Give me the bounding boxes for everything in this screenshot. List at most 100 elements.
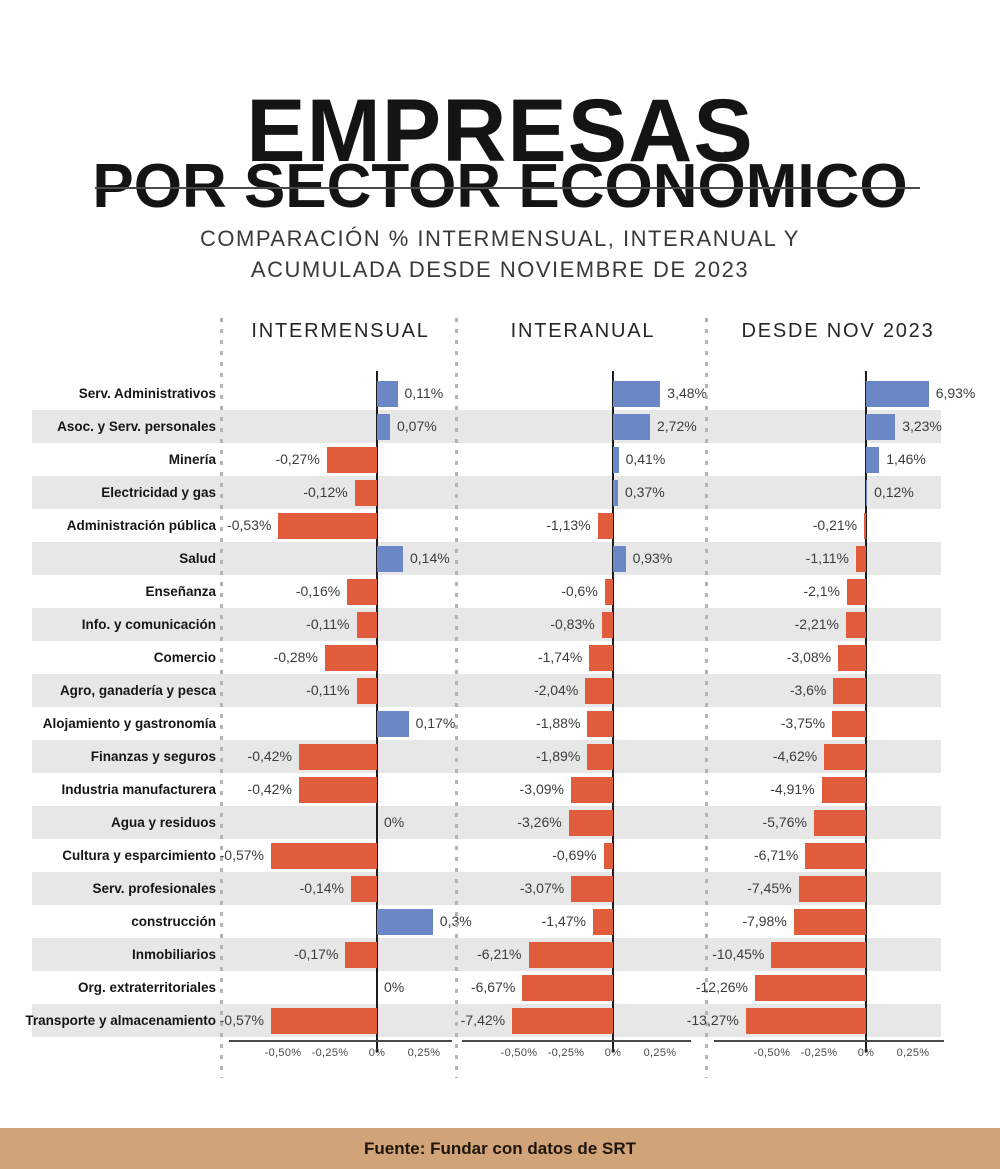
bar: [864, 512, 866, 539]
bar: [587, 710, 613, 737]
bar: [587, 743, 613, 770]
value-label: -0,83%: [550, 616, 595, 632]
bar: [356, 611, 377, 638]
value-label: 0%: [384, 979, 405, 995]
value-label: -3,09%: [519, 781, 564, 797]
value-label: -0,14%: [299, 880, 344, 896]
row-stripe: [32, 542, 941, 575]
value-label: -0,57%: [219, 847, 264, 863]
bar: [755, 974, 866, 1001]
value-label: -1,89%: [535, 748, 581, 764]
value-label: -1,88%: [536, 715, 581, 731]
value-label: 0,37%: [625, 484, 665, 500]
bar: [593, 908, 613, 935]
value-label: 3,23%: [902, 418, 942, 434]
bar: [271, 1007, 377, 1034]
bar: [585, 677, 613, 704]
panel-header-interanual: INTERANUAL: [510, 320, 656, 342]
bar: [377, 908, 433, 935]
value-label: -0,42%: [247, 748, 292, 764]
bar: [846, 611, 866, 638]
bar: [528, 941, 613, 968]
value-label: 0,17%: [415, 715, 456, 731]
bar: [866, 413, 896, 440]
value-label: -6,21%: [477, 946, 522, 962]
bar: [571, 875, 613, 902]
value-label: -10,45%: [712, 946, 765, 962]
value-label: -0,42%: [247, 781, 292, 797]
dotted-separator: [705, 318, 708, 1078]
subtitle-line-2: ACUMULADA DESDE NOVIEMBRE DE 2023: [250, 257, 750, 282]
row-label: Industria manufacturera: [61, 782, 216, 797]
axis-tick-label: -0,50%: [500, 1047, 538, 1059]
bar: [833, 677, 866, 704]
row-stripe: [32, 740, 941, 773]
axis-tick-label: 0,25%: [896, 1047, 930, 1059]
panel-header-intermensual: INTERMENSUAL: [251, 320, 430, 342]
value-label: -3,08%: [786, 649, 832, 665]
row-label: Alojamiento y gastronomía: [42, 716, 216, 731]
bar: [326, 446, 377, 473]
bar: [377, 380, 398, 407]
bar: [298, 743, 377, 770]
bar: [345, 941, 377, 968]
row-label: Enseñanza: [145, 584, 216, 599]
value-label: 0,07%: [397, 418, 437, 434]
value-label: 6,93%: [935, 385, 976, 401]
x-axis-line: [462, 1040, 691, 1042]
dotted-separator: [220, 318, 223, 1078]
value-label: -5,76%: [762, 814, 807, 830]
value-label: -1,11%: [805, 550, 849, 566]
page-title-line2: POR SECTOR ECONÓMICO: [92, 151, 908, 221]
value-label: 0%: [384, 814, 405, 830]
bar: [356, 677, 377, 704]
page-title: EMPRESAS: [246, 79, 754, 180]
value-label: -0,11%: [306, 682, 350, 698]
value-label: -2,1%: [803, 583, 840, 599]
bar: [856, 545, 866, 572]
bar: [798, 875, 866, 902]
row-label: Asoc. y Serv. personales: [57, 419, 216, 434]
bar: [793, 908, 866, 935]
bar: [589, 644, 613, 671]
axis-tick-label: 0%: [857, 1047, 875, 1059]
row-label: Finanzas y seguros: [90, 749, 216, 764]
subtitle-line-1: COMPARACIÓN % INTERMENSUAL, INTERANUAL Y: [200, 226, 800, 251]
value-label: -7,45%: [747, 880, 792, 896]
row-stripe: [32, 674, 941, 707]
value-label: 0,14%: [410, 550, 450, 566]
bar: [377, 545, 403, 572]
row-label: Info. y comunicación: [81, 617, 216, 632]
value-label: -0,16%: [295, 583, 341, 599]
bar: [512, 1007, 613, 1034]
value-label: -0,69%: [552, 847, 597, 863]
value-label: 0,11%: [404, 385, 444, 401]
value-label: -6,71%: [753, 847, 799, 863]
bar: [278, 512, 377, 539]
row-label: Serv. Administrativos: [78, 386, 216, 401]
bar: [832, 710, 866, 737]
value-label: 2,72%: [657, 418, 697, 434]
axis-tick-label: 0,25%: [407, 1047, 441, 1059]
row-label: Salud: [179, 551, 216, 566]
x-axis-line: [229, 1040, 452, 1042]
value-label: -0,57%: [219, 1012, 264, 1028]
value-label: -4,62%: [772, 748, 818, 764]
value-label: -0,28%: [273, 649, 318, 665]
value-label: 0,12%: [874, 484, 914, 500]
value-label: -3,26%: [517, 814, 562, 830]
bar: [597, 512, 613, 539]
bar: [866, 479, 868, 506]
bar: [377, 710, 409, 737]
row-stripe: [32, 476, 941, 509]
value-label: -2,04%: [533, 682, 579, 698]
row-stripe: [32, 806, 941, 839]
bar: [613, 380, 661, 407]
value-label: -1,47%: [541, 913, 586, 929]
value-label: -1,74%: [537, 649, 583, 665]
bar: [613, 446, 619, 473]
bar: [838, 644, 866, 671]
value-label: -7,42%: [460, 1012, 506, 1028]
bar: [866, 380, 929, 407]
